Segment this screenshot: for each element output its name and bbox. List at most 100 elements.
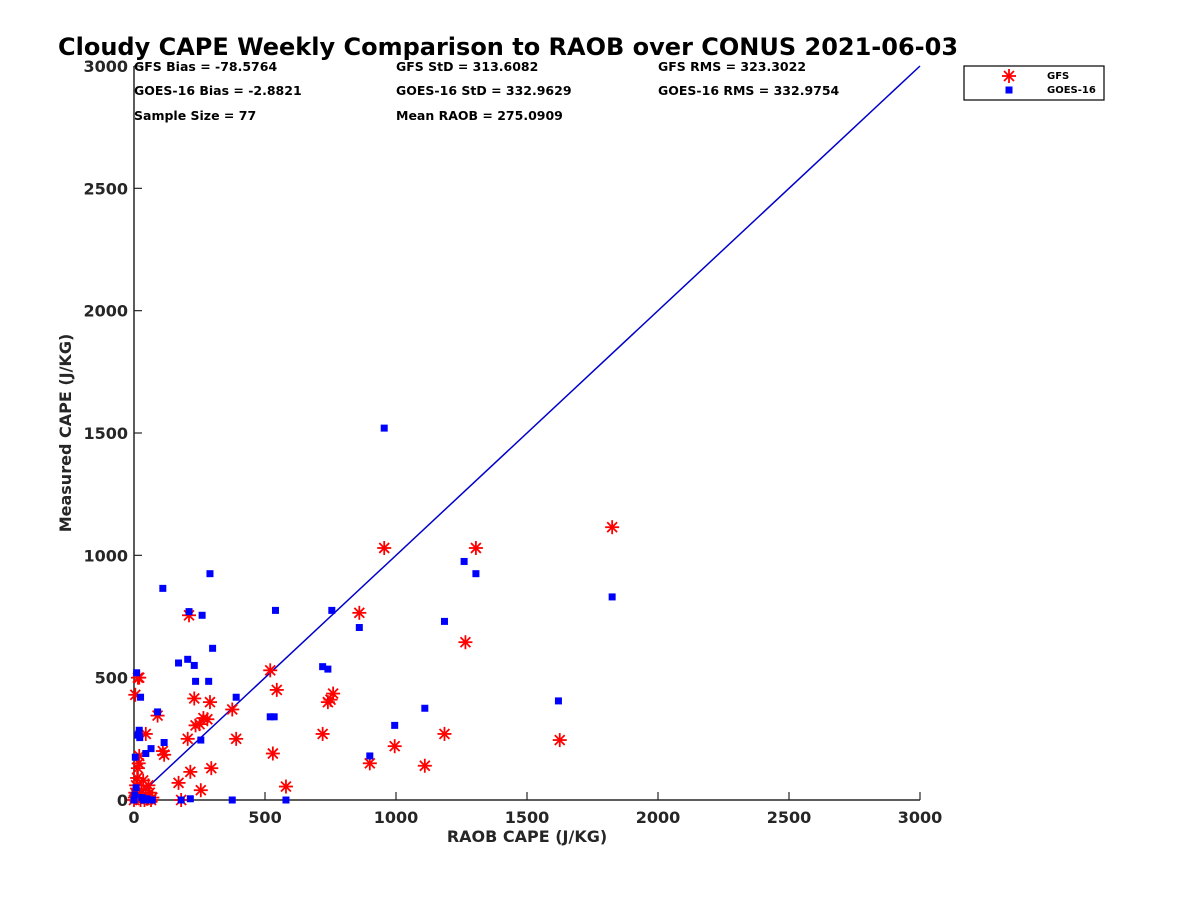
gfs-point [229,731,244,746]
goes16-std-label: GOES-16 StD = 332.9629 [396,83,572,98]
goes16-point [135,730,143,738]
goes16-point [421,704,429,712]
legend-goes16-marker [1005,86,1013,94]
legend-box [963,65,1105,101]
goes16-point [380,424,388,432]
gfs-point [417,758,432,773]
goes16-point [160,739,168,747]
goes16-point [266,713,274,721]
y-tick-label: 3000 [83,57,128,76]
goes16-bias-label: GOES-16 Bias = -2.8821 [134,83,302,98]
gfs-point [552,733,567,748]
gfs-point [202,695,217,710]
gfs-point [377,540,392,555]
series-goes16 [130,424,616,804]
y-axis-label: Measured CAPE (J/KG) [56,334,75,533]
y-tick-label: 0 [117,791,128,810]
x-tick-label: 1000 [374,808,419,827]
y-tick-label: 1500 [83,424,128,443]
goes16-point [328,606,336,614]
goes16-point [147,745,155,753]
goes16-point [440,617,448,625]
goes16-point [131,791,139,799]
gfs-point [326,686,341,701]
goes16-point [554,697,562,705]
goes16-point [186,795,194,803]
chart-title: Cloudy CAPE Weekly Comparison to RAOB ov… [58,33,958,61]
goes16-point [282,796,290,804]
gfs-point [387,739,402,754]
gfs-point [204,761,219,776]
gfs-point [605,520,620,535]
y-tick-label: 500 [95,669,128,688]
x-tick-label: 2000 [636,808,681,827]
goes16-point [132,784,140,792]
goes16-point [319,663,327,671]
gfs-point [183,764,198,779]
gfs-point [200,712,215,727]
goes16-point [270,713,278,721]
goes16-point [135,726,143,734]
legend: GFS GOES-16 [963,65,1105,101]
gfs-point [225,702,240,717]
gfs-point [180,731,195,746]
goes16-point [133,669,141,677]
gfs-point [193,783,208,798]
gfs-point [352,605,367,620]
gfs-point [263,663,278,678]
y-tick-label: 2000 [83,302,128,321]
goes16-point [190,661,198,669]
one-to-one-line [133,65,921,801]
gfs-rms-label: GFS RMS = 323.3022 [658,59,806,74]
goes16-point [136,734,144,742]
legend-goes16-label: GOES-16 [1047,85,1096,96]
legend-goes16-square [1005,86,1013,94]
goes16-point [232,693,240,701]
goes16-point [137,693,145,701]
y-tick-label: 1000 [83,546,128,565]
gfs-point [315,726,330,741]
gfs-point [437,726,452,741]
goes16-point [206,570,214,578]
gfs-point [269,682,284,697]
goes16-point [228,796,236,804]
goes16-point [130,796,138,804]
x-tick-label: 500 [248,808,281,827]
goes16-point [142,750,150,758]
y-tick-label: 2500 [83,179,128,198]
sample-size-label: Sample Size = 77 [134,108,256,123]
goes16-point [608,593,616,601]
goes16-point [205,677,213,685]
gfs-point [187,691,202,706]
legend-gfs-marker [1002,69,1016,83]
goes16-point [198,611,206,619]
goes16-point [131,753,139,761]
plot-area: 0 500 1000 1500 2000 2500 3000 0 500 1000 1500 2000… [83,57,942,827]
x-tick-label: 0 [128,808,139,827]
goes16-point [271,606,279,614]
goes16-point [197,736,205,744]
legend-gfs-label: GFS [1047,71,1069,82]
gfs-point [171,775,186,790]
goes16-point [185,608,193,616]
goes16-rms-label: GOES-16 RMS = 332.9754 [658,83,840,98]
series-gfs [127,520,620,807]
goes16-point [355,624,363,632]
goes16-point [209,644,217,652]
gfs-point [157,747,172,762]
goes16-point [366,752,374,760]
goes16-point [175,659,183,667]
goes16-point [159,584,167,592]
gfs-std-label: GFS StD = 313.6082 [396,59,538,74]
gfs-point [458,635,473,650]
goes16-point [154,708,162,716]
goes16-point [184,655,192,663]
goes16-point [472,570,480,578]
gfs-point [278,779,293,794]
gfs-bias-label: GFS Bias = -78.5764 [134,59,277,74]
gfs-point [265,746,280,761]
mean-raob-label: Mean RAOB = 275.0909 [396,108,563,123]
legend-gfs-asterisk [1002,69,1016,83]
